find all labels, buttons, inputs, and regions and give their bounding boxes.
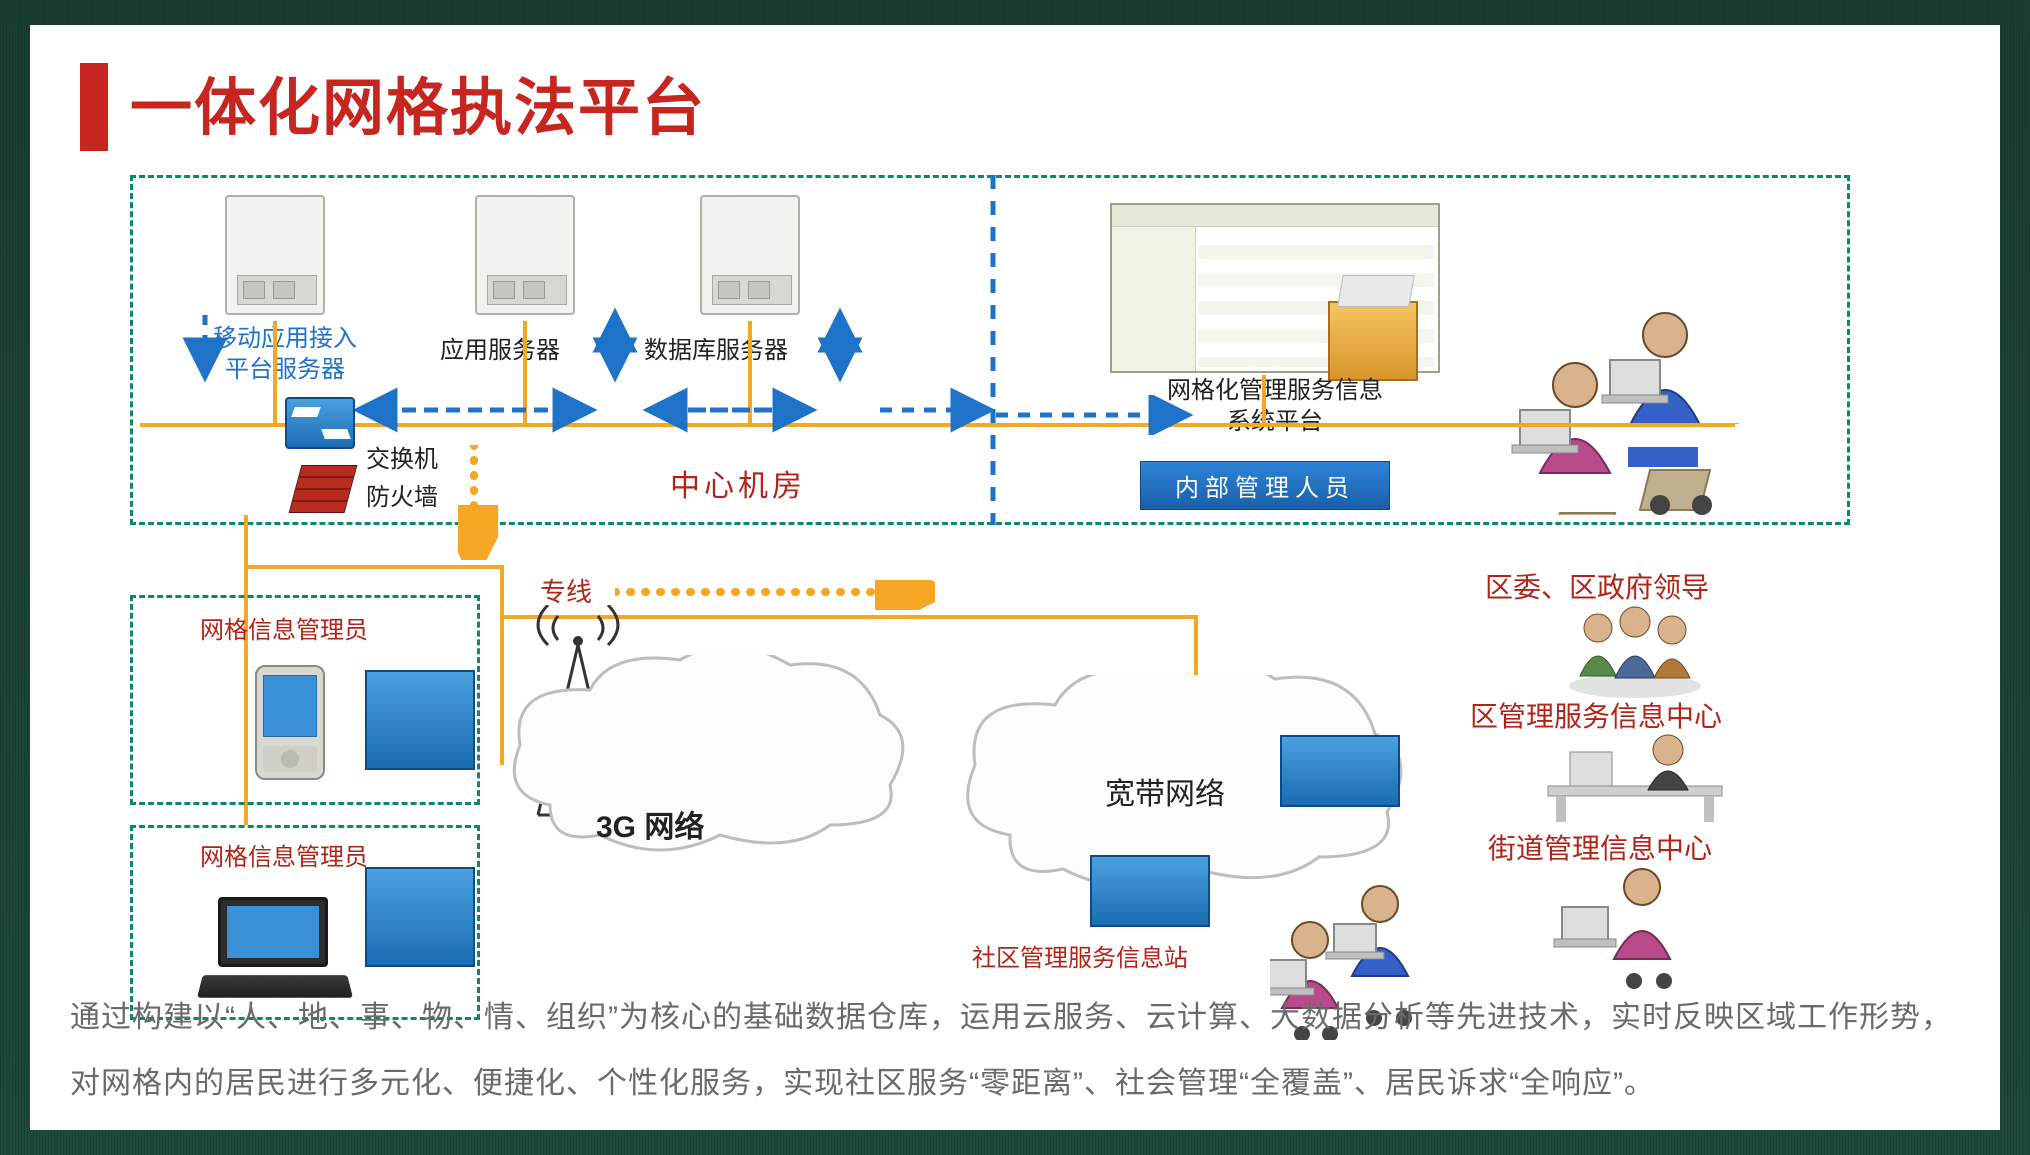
blue-dashed-arrows: [150, 305, 1010, 445]
platform-screenshot: [1110, 203, 1440, 373]
orange-drop: [1262, 375, 1266, 423]
cloud-3g: [490, 655, 920, 865]
switch-label: 交换机: [366, 439, 438, 474]
blue-block: [365, 867, 475, 967]
grid-admin-label-2: 网格信息管理员: [200, 837, 368, 872]
people-group-icon: [1560, 600, 1710, 700]
dotted-orange-right: [615, 580, 935, 610]
community-station-label: 社区管理服务信息站: [972, 938, 1188, 973]
orange-h: [244, 565, 504, 569]
user-icon: [1500, 295, 1760, 515]
blue-block: [1090, 855, 1210, 927]
user-icon: [1552, 861, 1702, 991]
firewall-label: 防火墙: [366, 477, 438, 512]
blue-block: [365, 670, 475, 770]
dedicated-line-label: 专线: [540, 577, 592, 607]
user-at-desk-icon: [1540, 730, 1730, 825]
title-accent-bar: [80, 63, 108, 151]
center-room-label: 中心机房: [670, 461, 806, 505]
description-paragraph: 通过构建以“人、地、事、物、情、组织”为核心的基础数据仓库，运用云服务、云计算、…: [70, 985, 1970, 1117]
internal-staff-button[interactable]: 内部管理人员: [1140, 461, 1390, 510]
district-center-label: 区管理服务信息中心: [1470, 695, 1722, 735]
grid-admin-label-1: 网格信息管理员: [200, 610, 368, 645]
orange-drop: [1735, 423, 1739, 424]
blue-block: [1280, 735, 1400, 807]
pda-icon: [255, 665, 325, 780]
blue-dashed-arrow-right: [996, 395, 1196, 435]
page-title: 一体化网格执法平台: [130, 57, 706, 147]
slide-canvas: 一体化网格执法平台 移动应用接入平台服务器 应用服务器 数据库服务器 网格化管理…: [30, 25, 2000, 1130]
dotted-orange-down: [458, 445, 498, 560]
network-3g-label: 3G 网络: [596, 802, 704, 846]
broadband-label: 宽带网络: [1105, 769, 1225, 813]
switch-icon: [285, 397, 355, 449]
